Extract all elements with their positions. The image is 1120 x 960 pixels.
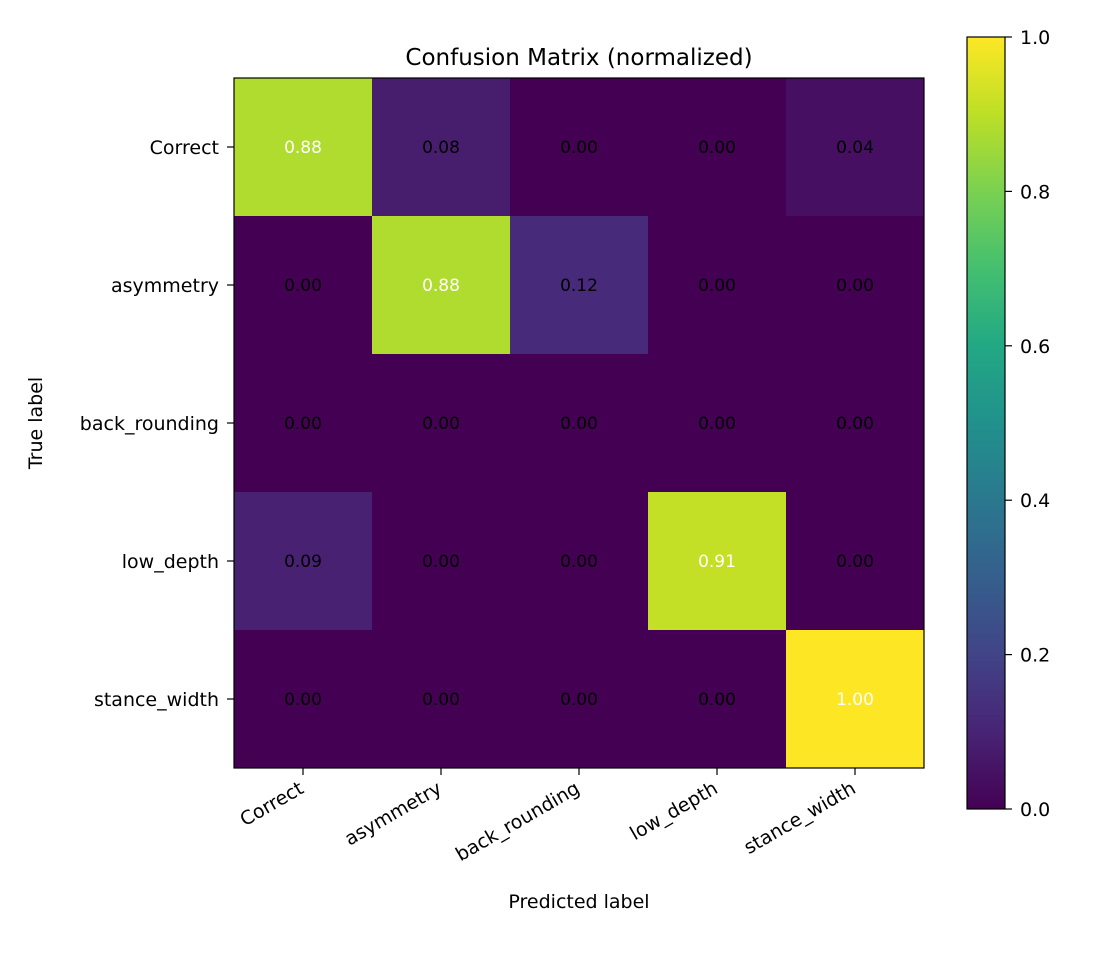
cell-value-label: 0.00: [284, 276, 322, 296]
cell-value-label: 0.00: [284, 690, 322, 710]
x-tick-label: stance_width: [740, 777, 859, 859]
cell-value-label: 0.00: [422, 414, 460, 434]
cell-value-label: 0.00: [560, 138, 598, 158]
x-axis-label: Predicted label: [508, 891, 649, 913]
y-tick-label: asymmetry: [111, 275, 219, 297]
heatmap-cell: [648, 78, 787, 217]
heatmap-cell: [510, 630, 649, 769]
heatmap-cell: [372, 354, 511, 493]
y-tick-label: stance_width: [94, 689, 219, 711]
heatmap-cell: [372, 630, 511, 769]
heatmap-cells: [234, 78, 925, 769]
cell-value-label: 0.00: [836, 276, 874, 296]
cell-value-label: 0.88: [422, 276, 460, 296]
heatmap-cell: [648, 216, 787, 355]
heatmap-cell: [648, 630, 787, 769]
y-axis-ticks: Correct asymmetry back_rounding low_depthst…: [80, 137, 234, 711]
cell-value-label: 0.00: [560, 414, 598, 434]
heatmap-cell-labels: 0.88 0.08 0.00 0.00 0.04 0.00 0.88 0.12 0.00 0.00…: [284, 138, 874, 710]
cell-value-label: 0.88: [284, 138, 322, 158]
cell-value-label: 0.00: [698, 690, 736, 710]
heatmap-cell: [372, 216, 511, 355]
chart-title: Confusion Matrix (normalized): [405, 45, 752, 71]
cell-value-label: 0.00: [560, 552, 598, 572]
colorbar-ticks: 0.0 0.2 0.4 0.6 0.8 1.0: [1005, 27, 1050, 821]
x-tick-label: Correct: [236, 777, 307, 831]
heatmap-cell: [510, 492, 649, 631]
heatmap-cell: [786, 492, 925, 631]
heatmap-cell: [372, 78, 511, 217]
cell-value-label: 0.00: [698, 414, 736, 434]
colorbar-tick-label: 0.6: [1020, 336, 1050, 358]
y-tick-label: back_rounding: [80, 413, 219, 435]
heatmap-cell: [234, 216, 373, 355]
y-tick-label: low_depth: [122, 551, 219, 573]
heatmap-cell: [510, 78, 649, 217]
x-tick-label: back_rounding: [452, 777, 584, 866]
colorbar-tick-label: 0.0: [1020, 799, 1050, 821]
heatmap-cell: [648, 492, 787, 631]
colorbar-tick-label: 0.8: [1020, 181, 1050, 203]
cell-value-label: 0.09: [284, 552, 322, 572]
colorbar-tick-label: 0.4: [1020, 490, 1050, 512]
x-tick-label: low_depth: [626, 777, 721, 845]
heatmap-cell: [786, 630, 925, 769]
x-tick-label: asymmetry: [341, 777, 446, 850]
cell-value-label: 0.08: [422, 138, 460, 158]
heatmap-cell: [510, 354, 649, 493]
cell-value-label: 0.12: [560, 276, 598, 296]
heatmap-cell: [234, 78, 373, 217]
y-axis-label: True label: [25, 377, 47, 470]
heatmap-cell: [786, 78, 925, 217]
heatmap-cell: [372, 492, 511, 631]
colorbar-tick-label: 0.2: [1020, 645, 1050, 667]
cell-value-label: 1.00: [836, 690, 874, 710]
x-axis-ticks: Correct asymmetry back_rounding low_depth st…: [236, 768, 860, 866]
heatmap-cell: [234, 492, 373, 631]
cell-value-label: 0.00: [836, 414, 874, 434]
cell-value-label: 0.00: [836, 552, 874, 572]
cell-value-label: 0.00: [422, 690, 460, 710]
heatmap-cell: [648, 354, 787, 493]
heatmap-cell: [510, 216, 649, 355]
cell-value-label: 0.91: [698, 552, 736, 572]
cell-value-label: 0.00: [284, 414, 322, 434]
heatmap-cell: [786, 354, 925, 493]
y-tick-label: Correct: [150, 137, 219, 159]
colorbar-tick-label: 1.0: [1020, 27, 1050, 49]
cell-value-label: 0.00: [698, 276, 736, 296]
cell-value-label: 0.00: [422, 552, 460, 572]
heatmap-cell: [786, 216, 925, 355]
colorbar: 0.0 0.2 0.4 0.6 0.8 1.0: [966, 27, 1050, 821]
cell-value-label: 0.00: [560, 690, 598, 710]
colorbar-gradient: [966, 36, 1006, 810]
cell-value-label: 0.00: [698, 138, 736, 158]
heatmap-cell: [234, 630, 373, 769]
heatmap-cell: [234, 354, 373, 493]
cell-value-label: 0.04: [836, 138, 874, 158]
